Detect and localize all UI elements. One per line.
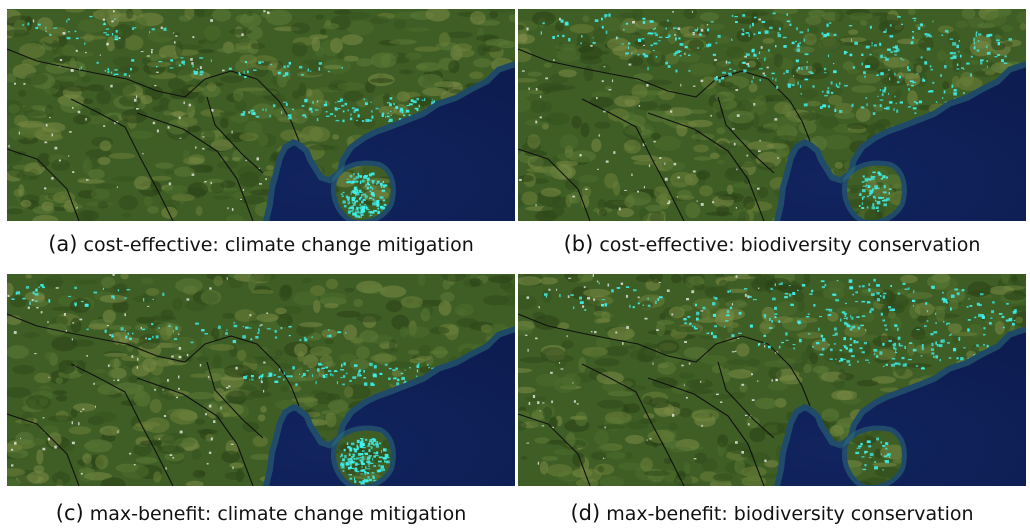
- country-borders: [7, 48, 300, 221]
- country-borders: [7, 313, 300, 486]
- caption-b: (b) cost-effective: biodiversity conserv…: [518, 232, 1026, 256]
- map-svg: [7, 9, 515, 221]
- satellite-map-a: [7, 9, 515, 221]
- satellite-map-c: [7, 274, 515, 486]
- country-borders: [518, 48, 811, 221]
- terrain-texture: [518, 274, 1026, 486]
- map-svg: [7, 274, 515, 486]
- map-svg: [518, 274, 1026, 486]
- restoration-highlights: [22, 15, 499, 219]
- caption-label-b: (b): [563, 232, 594, 256]
- caption-text-c: max-benefit: climate change mitigation: [89, 503, 467, 525]
- map-svg: [518, 9, 1026, 221]
- country-borders: [518, 313, 811, 486]
- satellite-map-b: [518, 9, 1026, 221]
- caption-text-a: cost-effective: climate change mitigatio…: [83, 234, 474, 256]
- caption-d: (d) max-benefit: biodiversity conservati…: [518, 501, 1026, 525]
- caption-text-d: max-benefit: biodiversity conservation: [606, 503, 974, 525]
- restoration-highlights: [544, 278, 1017, 471]
- caption-a: (a) cost-effective: climate change mitig…: [7, 232, 515, 256]
- restoration-highlights: [540, 12, 1018, 212]
- satellite-map-d: [518, 274, 1026, 486]
- caption-label-c: (c): [55, 501, 84, 525]
- caption-text-b: cost-effective: biodiversity conservatio…: [599, 234, 981, 256]
- caption-label-a: (a): [48, 232, 78, 256]
- caption-label-d: (d): [570, 501, 601, 525]
- caption-c: (c) max-benefit: climate change mitigati…: [7, 501, 515, 525]
